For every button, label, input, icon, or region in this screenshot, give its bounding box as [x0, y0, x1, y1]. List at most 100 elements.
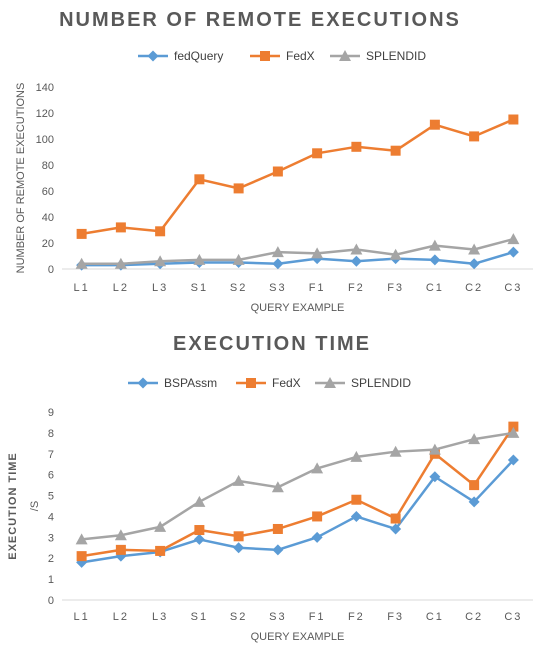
x-tick-label: S2 — [230, 611, 247, 623]
data-point — [507, 426, 520, 438]
data-point — [351, 494, 362, 505]
y-axis-label: NUMBER OF REMOTE EXECUTIONS — [15, 83, 27, 274]
chart-1: NUMBER OF REMOTE EXECUTIONS fedQuery FedX S… — [15, 9, 533, 314]
chart-title: EXECUTION TIME — [173, 333, 371, 355]
y-tick-label: 9 — [48, 407, 54, 419]
series-SPLENDID — [75, 233, 520, 269]
data-point — [350, 450, 363, 462]
data-point — [390, 145, 401, 156]
data-point — [350, 255, 362, 267]
data-point — [115, 544, 126, 555]
data-point — [311, 531, 323, 543]
legend-label: FedX — [272, 376, 301, 390]
x-tick-label: S1 — [191, 282, 208, 294]
legend-marker-SPLENDID — [339, 50, 351, 61]
data-point — [390, 513, 401, 524]
x-tick-label: F2 — [348, 282, 365, 294]
data-point — [468, 433, 481, 445]
data-point — [429, 119, 440, 130]
x-tick-label: F1 — [309, 282, 326, 294]
data-point — [194, 525, 205, 536]
x-tick-label: L2 — [113, 611, 129, 623]
legend-label: BSPAssm — [164, 376, 217, 390]
series-line-FedX — [81, 425, 515, 558]
legend-marker-fedQuery — [147, 50, 159, 62]
y-tick-label: 20 — [42, 238, 54, 250]
data-point — [233, 542, 245, 554]
legend-marker-FedX — [246, 378, 256, 388]
legend-marker-SPLENDID — [324, 377, 336, 388]
data-point — [114, 257, 127, 269]
data-point — [154, 520, 167, 532]
x-tick-label: L3 — [152, 611, 168, 623]
series-SPLENDID — [75, 426, 520, 545]
x-tick-label: C1 — [426, 611, 444, 623]
data-point — [428, 443, 441, 455]
legend-label: fedQuery — [174, 49, 223, 63]
data-point — [193, 495, 206, 507]
data-point — [350, 510, 362, 522]
y-axis-label: EXECUTION TIME — [7, 452, 19, 560]
y-tick-label: 1 — [48, 574, 54, 586]
x-tick-label: S3 — [269, 282, 286, 294]
series-line-SPLENDID — [81, 431, 514, 541]
y-tick-label: 0 — [48, 595, 54, 607]
data-point — [75, 533, 88, 545]
y-tick-label: 3 — [48, 532, 54, 544]
legend-marker-FedX — [260, 51, 270, 61]
legend-label: SPLENDID — [351, 376, 411, 390]
data-point — [233, 531, 244, 542]
data-point — [115, 222, 126, 233]
data-point — [508, 114, 519, 125]
data-point — [508, 421, 519, 432]
data-point — [507, 246, 519, 258]
data-point — [507, 233, 520, 245]
data-point — [428, 239, 441, 251]
data-point — [312, 148, 323, 159]
x-tick-label: C2 — [465, 611, 483, 623]
data-point — [468, 243, 481, 255]
x-tick-label: S1 — [191, 611, 208, 623]
chart-2: EXECUTION TIME BSPAssm FedX SPLENDID 0 1 2 3 4 5 6… — [7, 333, 533, 643]
x-tick-label: C2 — [465, 282, 483, 294]
data-point — [429, 254, 441, 266]
data-point — [194, 174, 205, 185]
data-point — [76, 551, 87, 562]
x-tick-label: C1 — [426, 282, 444, 294]
data-point — [114, 529, 127, 541]
legend-label: SPLENDID — [366, 49, 426, 63]
data-point — [468, 496, 480, 508]
data-point — [233, 183, 244, 194]
data-point — [193, 253, 206, 265]
data-point — [272, 544, 284, 556]
data-point — [507, 454, 519, 466]
y-axis-unit: /S — [29, 501, 41, 511]
data-point — [311, 462, 324, 474]
x-tick-label: S2 — [230, 282, 247, 294]
data-point — [272, 523, 283, 534]
legend-marker-BSPAssm — [137, 377, 149, 389]
data-point — [311, 247, 324, 259]
x-axis-label: QUERY EXAMPLE — [251, 631, 345, 643]
series-FedX — [76, 114, 519, 239]
y-tick-label: 60 — [42, 186, 54, 198]
y-tick-label: 6 — [48, 470, 54, 482]
y-tick-label: 80 — [42, 160, 54, 172]
data-point — [468, 258, 480, 270]
y-tick-label: 5 — [48, 491, 54, 503]
data-point — [429, 471, 441, 483]
data-point — [193, 533, 205, 545]
data-point — [469, 480, 480, 491]
data-point — [271, 481, 284, 493]
data-point — [155, 226, 166, 237]
x-tick-label: F3 — [387, 282, 404, 294]
data-point — [390, 523, 402, 535]
series-line-SPLENDID — [81, 237, 514, 266]
x-axis-label: QUERY EXAMPLE — [251, 302, 345, 314]
data-point — [232, 474, 245, 486]
data-point — [76, 228, 87, 239]
data-point — [75, 257, 88, 269]
y-tick-label: 140 — [36, 82, 54, 94]
